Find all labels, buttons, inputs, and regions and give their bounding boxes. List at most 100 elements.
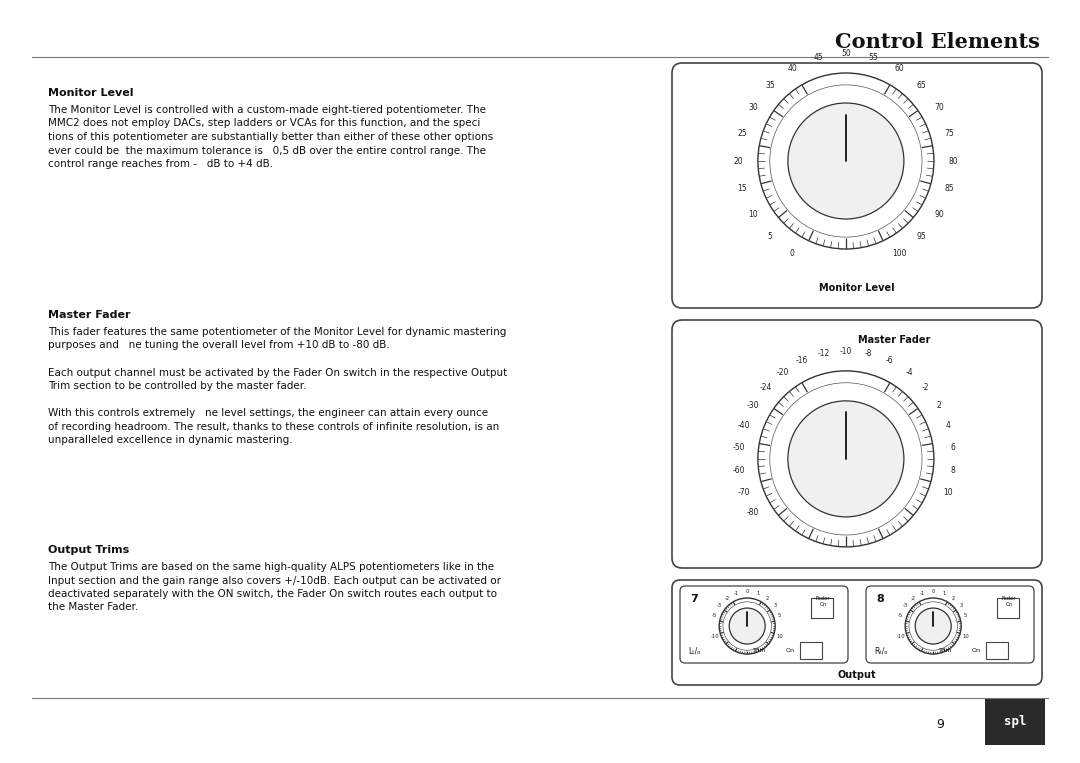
FancyBboxPatch shape: [672, 63, 1042, 308]
Text: 95: 95: [917, 233, 927, 241]
Text: Trim: Trim: [753, 649, 767, 653]
FancyBboxPatch shape: [811, 598, 833, 618]
Text: control range reaches from -   dB to +4 dB.: control range reaches from - dB to +4 dB…: [48, 159, 273, 169]
Text: Each output channel must be activated by the Fader On switch in the respective O: Each output channel must be activated by…: [48, 368, 508, 378]
Text: -10: -10: [711, 634, 719, 639]
Text: -6: -6: [886, 356, 893, 365]
Text: MMC2 does not employ DACs, step ladders or VCAs for this function, and the speci: MMC2 does not employ DACs, step ladders …: [48, 118, 481, 128]
Text: Master Fader: Master Fader: [858, 335, 930, 345]
Text: 30: 30: [748, 103, 758, 112]
Text: Trim: Trim: [940, 649, 953, 653]
Text: 45: 45: [813, 53, 823, 62]
FancyBboxPatch shape: [985, 699, 1045, 745]
Circle shape: [915, 608, 951, 644]
Text: On: On: [785, 649, 795, 653]
Text: 35: 35: [765, 81, 774, 89]
Text: Lₜ/ₒ: Lₜ/ₒ: [688, 646, 700, 655]
Text: -16: -16: [796, 356, 809, 365]
Text: 100: 100: [892, 250, 907, 259]
Text: -1: -1: [920, 591, 926, 596]
Text: Monitor Level: Monitor Level: [820, 283, 895, 293]
Text: -30: -30: [746, 401, 759, 410]
Text: This fader features the same potentiometer of the Monitor Level for dynamic mast: This fader features the same potentiomet…: [48, 327, 507, 337]
Text: 80: 80: [948, 156, 958, 166]
Text: 10: 10: [943, 488, 953, 497]
Text: -1: -1: [734, 591, 740, 596]
Text: -2: -2: [922, 382, 930, 391]
Text: 0: 0: [932, 589, 935, 594]
Text: tions of this potentiometer are substantially better than either of these other : tions of this potentiometer are substant…: [48, 132, 494, 142]
Text: the Master Fader.: the Master Fader.: [48, 603, 138, 613]
Circle shape: [729, 608, 766, 644]
FancyBboxPatch shape: [672, 580, 1042, 685]
Text: 85: 85: [945, 185, 955, 193]
Text: 40: 40: [787, 63, 797, 72]
Text: -50: -50: [733, 443, 745, 452]
Text: Fader
On: Fader On: [815, 596, 831, 607]
Text: -60: -60: [733, 465, 745, 475]
Text: Output: Output: [838, 670, 876, 680]
Text: 5: 5: [778, 613, 781, 618]
Text: -70: -70: [738, 488, 750, 497]
Text: -40: -40: [738, 421, 750, 430]
Circle shape: [788, 103, 904, 219]
FancyBboxPatch shape: [800, 642, 822, 659]
Text: -24: -24: [760, 382, 772, 391]
FancyBboxPatch shape: [997, 598, 1020, 618]
Text: 1: 1: [942, 591, 945, 596]
Text: 0: 0: [789, 250, 795, 259]
Text: -5: -5: [712, 613, 717, 618]
Text: 50: 50: [841, 49, 851, 58]
Text: 7: 7: [690, 594, 698, 604]
Text: -5: -5: [899, 613, 903, 618]
Text: 90: 90: [934, 210, 944, 219]
Text: 1: 1: [756, 591, 759, 596]
Text: 6: 6: [950, 443, 955, 452]
Text: 10: 10: [777, 634, 783, 639]
Text: Monitor Level: Monitor Level: [48, 88, 134, 98]
Text: 60: 60: [894, 63, 904, 72]
Text: The Monitor Level is controlled with a custom-made eight-tiered potentiometer. T: The Monitor Level is controlled with a c…: [48, 105, 486, 115]
Text: 15: 15: [738, 185, 747, 193]
Text: ever could be  the maximum tolerance is   0,5 dB over the entire control range. : ever could be the maximum tolerance is 0…: [48, 146, 486, 156]
Text: On: On: [972, 649, 981, 653]
Circle shape: [788, 401, 904, 517]
Text: 25: 25: [738, 129, 747, 137]
Text: purposes and   ne tuning the overall level from +10 dB to -80 dB.: purposes and ne tuning the overall level…: [48, 340, 390, 350]
Text: 4: 4: [946, 421, 950, 430]
Text: -8: -8: [864, 349, 872, 359]
Text: 2: 2: [766, 596, 769, 601]
Text: 10: 10: [748, 210, 758, 219]
FancyBboxPatch shape: [680, 586, 848, 663]
Text: 55: 55: [868, 53, 878, 62]
Text: 9: 9: [936, 719, 944, 732]
Text: 2: 2: [951, 596, 955, 601]
Text: of recording headroom. The result, thanks to these controls of infinite resoluti: of recording headroom. The result, thank…: [48, 421, 499, 432]
Text: 65: 65: [917, 81, 927, 89]
FancyBboxPatch shape: [672, 320, 1042, 568]
Text: -2: -2: [725, 596, 730, 601]
Text: 3: 3: [959, 604, 962, 608]
Text: Control Elements: Control Elements: [835, 32, 1040, 52]
Text: 0: 0: [745, 589, 748, 594]
Text: 5: 5: [768, 233, 772, 241]
Text: 8: 8: [876, 594, 883, 604]
Text: 2: 2: [936, 401, 942, 410]
Text: Fader
On: Fader On: [1001, 596, 1016, 607]
Text: -4: -4: [905, 368, 913, 376]
Text: -10: -10: [840, 347, 852, 356]
FancyBboxPatch shape: [986, 642, 1008, 659]
Text: 75: 75: [945, 129, 955, 137]
Text: -10: -10: [896, 634, 905, 639]
Text: 20: 20: [733, 156, 743, 166]
Text: Trim section to be controlled by the master fader.: Trim section to be controlled by the mas…: [48, 381, 307, 391]
Text: The Output Trims are based on the same high-quality ALPS potentiometers like in : The Output Trims are based on the same h…: [48, 562, 495, 572]
Text: -80: -80: [746, 508, 759, 517]
Text: -12: -12: [818, 349, 829, 359]
Text: -3: -3: [903, 604, 908, 608]
Text: deactivated separately with the ON switch, the Fader On switch routes each outpu: deactivated separately with the ON switc…: [48, 589, 497, 599]
Text: spl: spl: [1003, 716, 1026, 729]
Text: Rₜ/ₒ: Rₜ/ₒ: [874, 646, 888, 655]
Text: 5: 5: [964, 613, 968, 618]
Text: Input section and the gain range also covers +/-10dB. Each output can be activat: Input section and the gain range also co…: [48, 575, 501, 585]
